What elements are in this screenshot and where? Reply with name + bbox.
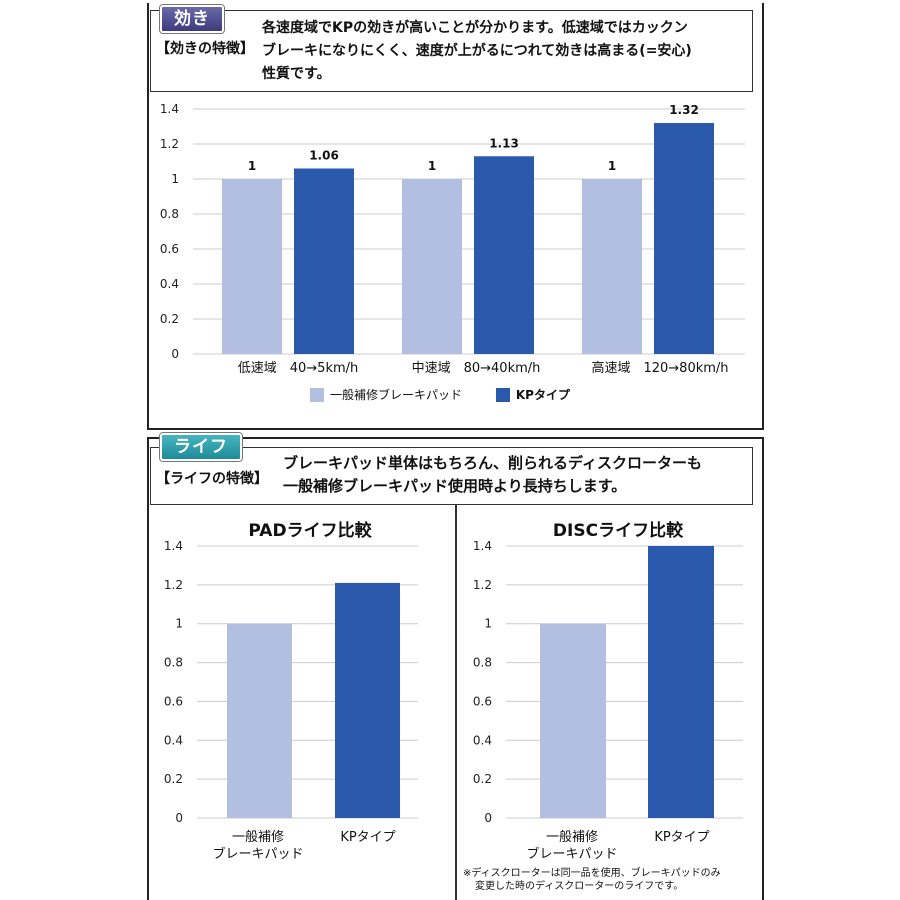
legend-swatch (495, 387, 510, 402)
effect-data-label: 1.13 (489, 136, 519, 150)
disc-category-label: 一般補修 ブレーキパッド (526, 830, 618, 862)
effect-y-tick-label: 1.2 (160, 137, 179, 151)
disc-y-tick-label: 0.2 (473, 772, 492, 786)
pad-chart-title: PADライフ比較 (248, 521, 372, 541)
effect-category-label: 中速域 80→40km/h (411, 361, 541, 376)
effect-data-label: 1.32 (669, 103, 699, 117)
effect-y-tick-label: 0.4 (160, 277, 179, 291)
life-description-line: ブレーキパッド単体はもちろん、削られるディスクローターも (283, 454, 702, 472)
footnote-line: ※ディスクローターは同一品を使用、ブレーキパッドのみ (463, 868, 721, 879)
pad-category-label: 一般補修 ブレーキパッド (212, 830, 304, 862)
legend-item-general: 一般補修ブレーキパッド (310, 386, 462, 403)
effect-y-tick-label: 0.8 (160, 207, 179, 221)
disc-category-label: KPタイプ (654, 830, 710, 845)
disc-y-tick-label: 1 (484, 617, 492, 631)
life-tag: ライフ (160, 433, 242, 461)
effect-legend: 一般補修ブレーキパッド KPタイプ (310, 386, 600, 405)
pad-category-label: KPタイプ (340, 830, 396, 845)
effect-data-label: 1.06 (309, 149, 339, 163)
pad-y-tick-label: 0.4 (164, 733, 183, 747)
effect-feature-label: 【効きの特徴】 (156, 41, 254, 57)
legend-item-kp: KPタイプ (495, 386, 570, 403)
legend-swatch (310, 387, 324, 402)
effect-description-line: ブレーキになりにくく、速度が上がるにつれて効きは高まる(=安心) (262, 43, 692, 59)
effect-bar-kp (654, 123, 714, 354)
pad-bar-kp (335, 582, 400, 818)
disc-bar-kp (648, 546, 714, 818)
chart-divider (455, 505, 457, 900)
disc-y-tick-label: 0.6 (473, 694, 492, 708)
effect-y-tick-label: 1 (171, 172, 179, 186)
effect-bar-general (402, 179, 462, 354)
effect-y-tick-label: 0.2 (160, 312, 179, 326)
effect-description-line: 性質です。 (262, 66, 331, 82)
effect-y-tick-label: 0 (171, 347, 179, 361)
disc-footnote: ※ディスクローターは同一品を使用、ブレーキパッドのみ 変更した時のディスクロータ… (463, 867, 721, 893)
life-feature-label: 【ライフの特徴】 (156, 471, 268, 487)
effect-bar-kp (294, 168, 354, 354)
effect-description-box (150, 10, 753, 92)
disc-y-tick-label: 0.4 (473, 733, 492, 747)
legend-label: KPタイプ (515, 388, 570, 402)
effect-data-label: 1 (428, 159, 436, 173)
disc-y-tick-label: 1.2 (473, 578, 492, 592)
effect-bar-kp (474, 156, 534, 354)
effect-description-line: 各速度域でKPの効きが高いことが分かります。低速域ではカックン (262, 20, 688, 36)
effect-data-label: 1 (248, 159, 256, 173)
pad-y-tick-label: 0.6 (164, 694, 183, 708)
disc-y-tick-label: 0.8 (473, 656, 492, 670)
pad-y-tick-label: 1 (175, 617, 183, 631)
pad-y-tick-label: 1.2 (164, 578, 183, 592)
life-description-box (150, 447, 753, 505)
disc-chart-title: DISCライフ比較 (552, 521, 684, 541)
effect-category-label: 高速域 120→80km/h (591, 361, 729, 376)
effect-y-tick-label: 1.4 (160, 102, 179, 116)
disc-bar-general (540, 623, 606, 818)
effect-bar-general (222, 179, 282, 354)
pad-y-tick-label: 0 (175, 811, 183, 825)
disc-y-tick-label: 1.4 (473, 539, 492, 553)
pad-y-tick-label: 0.8 (164, 656, 183, 670)
effect-bar-general (582, 179, 642, 354)
pad-bar-general (227, 623, 292, 818)
pad-y-tick-label: 0.2 (164, 772, 183, 786)
effect-y-tick-label: 0.6 (160, 242, 179, 256)
effect-category-label: 低速域 40→5km/h (237, 361, 359, 376)
footnote-line: 変更した時のディスクローターのライフです。 (475, 881, 684, 892)
life-description-line: 一般補修ブレーキパッド使用時より長持ちします。 (283, 477, 627, 495)
disc-y-tick-label: 0 (484, 811, 492, 825)
pad-y-tick-label: 1.4 (164, 539, 183, 553)
legend-label: 一般補修ブレーキパッド (330, 388, 463, 402)
effect-data-label: 1 (608, 159, 616, 173)
effect-tag: 効き (160, 5, 224, 33)
